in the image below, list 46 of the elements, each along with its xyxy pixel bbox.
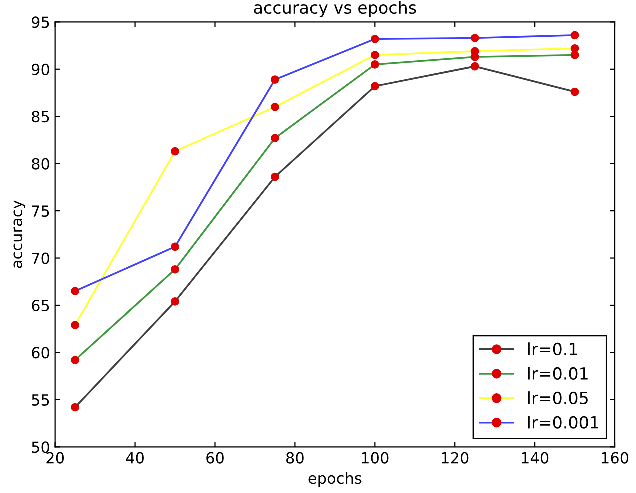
y-tick-label: 80 bbox=[32, 158, 50, 170]
point bbox=[271, 134, 280, 143]
chart-title: accuracy vs epochs bbox=[254, 1, 416, 18]
legend-label: lr=0.05 bbox=[528, 392, 588, 404]
point bbox=[470, 34, 480, 42]
x-tick-label: 100 bbox=[362, 452, 389, 464]
x-tick-label: 80 bbox=[286, 452, 304, 464]
x-tick-label: 40 bbox=[126, 452, 144, 464]
y-tick-label: 55 bbox=[32, 394, 50, 406]
point bbox=[171, 242, 180, 252]
y-tick-label: 95 bbox=[32, 16, 50, 28]
x-tick-label: 140 bbox=[522, 452, 549, 464]
point bbox=[171, 265, 180, 274]
y-axis-title: accuracy bbox=[14, 200, 26, 268]
legend-label: lr=0.1 bbox=[528, 342, 578, 356]
point bbox=[171, 298, 180, 306]
legend-label: lr=0.001 bbox=[528, 416, 598, 429]
x-tick-label: 160 bbox=[602, 452, 629, 464]
y-tick-label: 65 bbox=[32, 300, 50, 312]
y-tick-label: 75 bbox=[32, 206, 50, 218]
point bbox=[570, 31, 580, 40]
point bbox=[370, 51, 380, 60]
point bbox=[370, 60, 380, 69]
point bbox=[370, 35, 380, 44]
point bbox=[71, 321, 80, 330]
point bbox=[570, 44, 580, 53]
point bbox=[171, 147, 180, 156]
x-axis-title: epochs bbox=[308, 472, 362, 488]
point bbox=[370, 82, 380, 91]
point bbox=[71, 287, 80, 296]
point bbox=[470, 62, 480, 71]
y-tick-label: 85 bbox=[32, 111, 50, 123]
y-tick-label: 50 bbox=[32, 442, 50, 454]
point bbox=[71, 356, 80, 364]
x-tick-label: 60 bbox=[206, 452, 224, 464]
y-tick-label: 60 bbox=[32, 347, 50, 359]
point bbox=[570, 88, 580, 96]
legend-label: lr=0.01 bbox=[528, 367, 588, 380]
x-tick-label: 120 bbox=[442, 452, 469, 464]
point bbox=[271, 103, 280, 112]
point bbox=[71, 403, 80, 412]
y-tick-label: 90 bbox=[32, 64, 50, 76]
point bbox=[271, 172, 280, 182]
x-tick-label: 20 bbox=[46, 452, 64, 464]
point bbox=[271, 76, 280, 84]
y-tick-label: 70 bbox=[32, 252, 50, 264]
